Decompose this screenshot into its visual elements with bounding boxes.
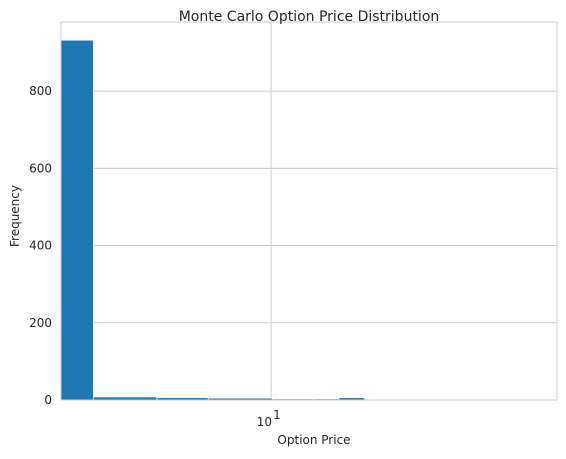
- x-axis-label: Option Price: [277, 433, 350, 447]
- y-axis-label: Frequency: [8, 185, 22, 247]
- y-tick-label: 800: [29, 84, 52, 98]
- histogram-bar: [60, 39, 94, 401]
- y-tick-label: 0: [44, 393, 52, 407]
- x-axis-ticks: 10 1: [257, 408, 281, 429]
- histogram-bars: [60, 39, 366, 401]
- x-tick-label: 10: [257, 415, 272, 429]
- grid-lines: [61, 22, 557, 401]
- y-axis-ticks: 0 200 400 600 800: [29, 84, 52, 407]
- x-tick-exponent: 1: [273, 408, 281, 422]
- plot-area-frame: [60, 21, 558, 401]
- y-tick-label: 400: [29, 239, 52, 253]
- chart-title: Monte Carlo Option Price Distribution: [179, 9, 440, 25]
- y-tick-label: 200: [29, 316, 52, 330]
- y-tick-label: 600: [29, 161, 52, 175]
